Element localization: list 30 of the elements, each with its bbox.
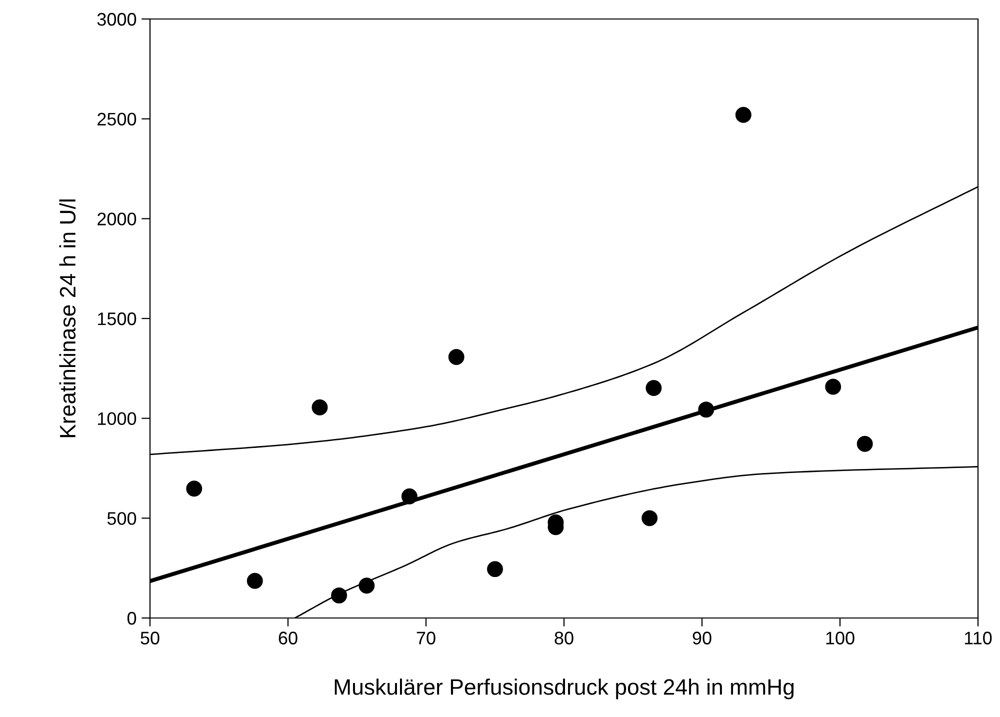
point [642, 510, 658, 526]
point [698, 402, 714, 418]
y-tick-label: 2000 [98, 212, 136, 226]
point [646, 380, 662, 396]
y-tick-label: 3000 [97, 12, 136, 26]
point [246, 572, 263, 589]
y-axis-title: Kreatinkinase 24 h in U/l [59, 200, 76, 438]
x-tick-label: 110 [964, 632, 992, 644]
y-tick-label: 2500 [98, 112, 136, 126]
x-tick-label: 70 [416, 632, 436, 644]
x-tick-label: 100 [826, 632, 854, 644]
point [487, 561, 503, 578]
y-tick-label: 500 [107, 512, 136, 525]
point [825, 378, 842, 395]
point [358, 578, 375, 594]
x-tick-label: 60 [278, 632, 298, 644]
point [401, 488, 418, 504]
point [312, 399, 328, 416]
x-tick-label: 50 [140, 632, 160, 644]
x-tick-label: 80 [554, 632, 574, 644]
point [856, 436, 873, 452]
x-axis-title: Muskulärer Perfusionsdruck post 24h in mmHg [334, 678, 794, 700]
point [448, 349, 464, 366]
point [735, 106, 752, 123]
point [186, 480, 202, 497]
x-tick-label: 90 [692, 632, 712, 644]
y-tick-label: 1500 [98, 312, 136, 326]
y-tick-label: 0 [127, 612, 136, 625]
point [331, 587, 348, 604]
y-tick-label: 1000 [98, 412, 136, 426]
